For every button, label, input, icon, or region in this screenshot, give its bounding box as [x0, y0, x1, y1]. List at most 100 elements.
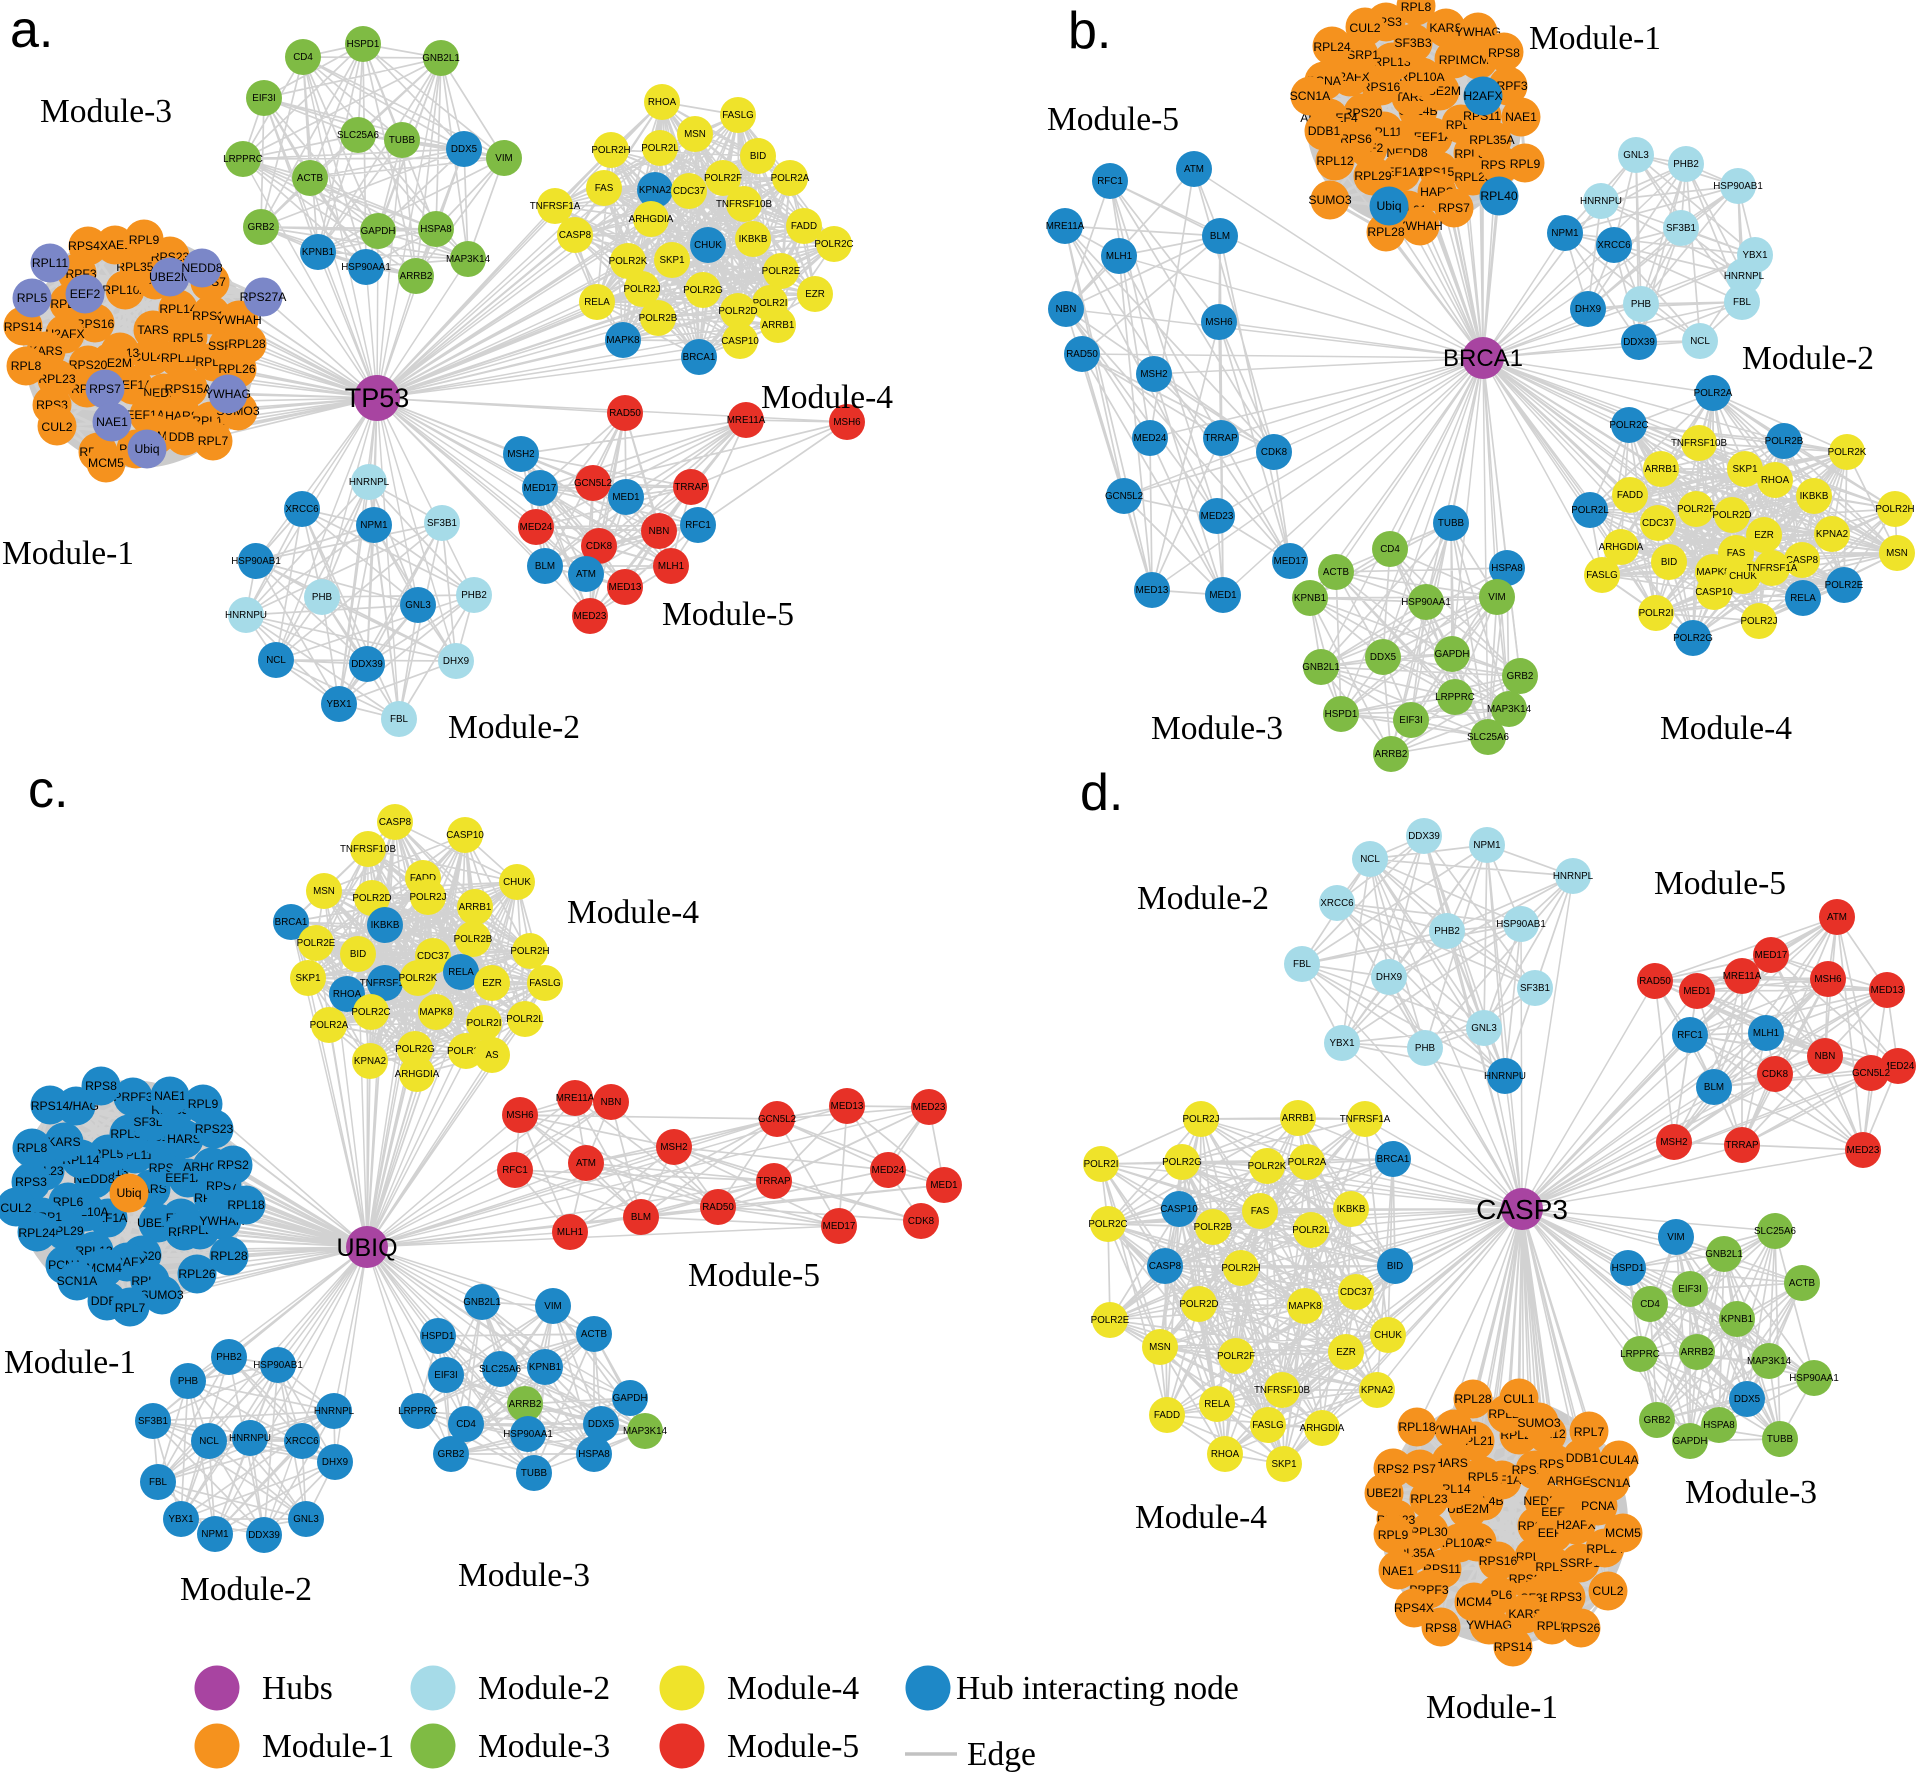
svg-text:Hubs: Hubs — [262, 1670, 333, 1707]
svg-text:HSP90AB1: HSP90AB1 — [231, 556, 281, 567]
svg-text:CHUK: CHUK — [503, 877, 531, 888]
svg-text:POLR2C: POLR2C — [814, 239, 853, 250]
svg-text:CDC37: CDC37 — [673, 186, 705, 197]
svg-text:KARS: KARS — [1429, 21, 1462, 35]
svg-text:POLR2I: POLR2I — [1639, 608, 1674, 619]
svg-text:POLR2F: POLR2F — [704, 173, 742, 184]
svg-text:MCM4: MCM4 — [86, 1261, 122, 1275]
svg-text:POLR2H: POLR2H — [510, 946, 549, 957]
svg-text:DDB1: DDB1 — [1566, 1451, 1599, 1465]
svg-text:GNL3: GNL3 — [1471, 1023, 1497, 1034]
svg-text:Hub interacting node: Hub interacting node — [956, 1670, 1239, 1707]
svg-text:MSH2: MSH2 — [1660, 1137, 1687, 1148]
svg-text:POLR2D: POLR2D — [352, 893, 391, 904]
svg-text:RPS27A: RPS27A — [240, 290, 288, 304]
svg-text:TNFRSF10B: TNFRSF10B — [1671, 438, 1728, 449]
svg-text:MSH6: MSH6 — [506, 1110, 534, 1121]
svg-text:b.: b. — [1068, 2, 1111, 60]
svg-text:DDB1: DDB1 — [1308, 124, 1341, 138]
svg-text:ARRB2: ARRB2 — [509, 1399, 542, 1410]
svg-text:SLC25A6: SLC25A6 — [479, 1364, 521, 1375]
svg-text:POLR2H: POLR2H — [1221, 1263, 1260, 1274]
svg-text:VIM: VIM — [544, 1301, 561, 1312]
svg-text:CD4: CD4 — [1380, 544, 1400, 555]
svg-text:RPL8: RPL8 — [1401, 0, 1432, 14]
svg-text:CDC37: CDC37 — [417, 951, 449, 962]
svg-text:MLH1: MLH1 — [658, 561, 684, 572]
svg-text:HNRNPU: HNRNPU — [229, 1433, 271, 1444]
svg-text:EZR: EZR — [482, 978, 502, 989]
svg-text:CASP8: CASP8 — [559, 230, 592, 241]
svg-text:PHB: PHB — [312, 592, 333, 603]
svg-text:MED17: MED17 — [1274, 556, 1307, 567]
svg-text:POLR2I: POLR2I — [1084, 1159, 1119, 1170]
svg-text:GNL3: GNL3 — [293, 1514, 319, 1525]
svg-text:SCN1A: SCN1A — [57, 1274, 99, 1288]
svg-text:GRB2: GRB2 — [438, 1449, 465, 1460]
svg-text:ARRB1: ARRB1 — [459, 902, 492, 913]
svg-text:CASP10: CASP10 — [721, 336, 759, 347]
svg-text:NAE1: NAE1 — [1505, 110, 1537, 124]
svg-text:TNFRSF1A: TNFRSF1A — [360, 978, 411, 989]
svg-text:HSP90AB1: HSP90AB1 — [1496, 919, 1546, 930]
svg-text:GRB2: GRB2 — [1507, 671, 1534, 682]
svg-text:RPS16: RPS16 — [76, 317, 115, 331]
svg-text:NBN: NBN — [601, 1097, 622, 1108]
svg-text:POLR2C: POLR2C — [1088, 1219, 1127, 1230]
svg-text:IKBKB: IKBKB — [1337, 1204, 1366, 1215]
svg-text:Module-4: Module-4 — [1660, 710, 1792, 747]
svg-text:POLR2H: POLR2H — [591, 145, 630, 156]
svg-text:PCNA: PCNA — [1581, 1499, 1616, 1513]
svg-text:CHUK: CHUK — [1729, 571, 1757, 582]
svg-text:BID: BID — [350, 949, 366, 960]
svg-text:MAPK8: MAPK8 — [419, 1007, 453, 1018]
svg-text:SKP1: SKP1 — [1732, 464, 1757, 475]
svg-text:IKBKB: IKBKB — [371, 920, 400, 931]
svg-text:FADD: FADD — [791, 221, 817, 232]
svg-text:Module-2: Module-2 — [1742, 340, 1874, 377]
svg-text:Ubiq: Ubiq — [116, 1186, 141, 1200]
svg-text:SF3B1: SF3B1 — [427, 518, 457, 529]
svg-text:RPL8: RPL8 — [11, 359, 42, 373]
svg-text:GNB2L1: GNB2L1 — [1705, 1249, 1743, 1260]
svg-text:Module-1: Module-1 — [4, 1344, 136, 1381]
svg-text:KPNB1: KPNB1 — [302, 247, 334, 258]
svg-text:MAP3K14: MAP3K14 — [1747, 1356, 1792, 1367]
svg-text:MED1: MED1 — [1209, 590, 1236, 601]
svg-text:YBX1: YBX1 — [1742, 250, 1767, 261]
svg-text:CDC37: CDC37 — [1642, 518, 1674, 529]
svg-text:RPS8: RPS8 — [1425, 1621, 1457, 1635]
svg-text:PHB: PHB — [178, 1376, 199, 1387]
svg-text:POLR2J: POLR2J — [1182, 1114, 1219, 1125]
svg-text:POLR2G: POLR2G — [395, 1044, 435, 1055]
svg-text:Module-5: Module-5 — [688, 1257, 820, 1294]
svg-text:FBL: FBL — [390, 714, 409, 725]
svg-text:FASLG: FASLG — [529, 978, 561, 989]
svg-text:ATM: ATM — [576, 569, 596, 580]
svg-text:RELA: RELA — [448, 967, 474, 978]
svg-text:TRRAP: TRRAP — [1204, 433, 1238, 444]
svg-text:DDX39: DDX39 — [248, 1530, 280, 1541]
svg-text:EZR: EZR — [1336, 1347, 1356, 1358]
svg-text:POLR2A: POLR2A — [1288, 1157, 1327, 1168]
svg-text:Module-1: Module-1 — [1529, 20, 1661, 57]
svg-text:SLC25A6: SLC25A6 — [1467, 732, 1509, 743]
svg-text:POLR2C: POLR2C — [1609, 420, 1648, 431]
svg-text:RPL5: RPL5 — [1468, 1470, 1499, 1484]
svg-text:GNB2L1: GNB2L1 — [463, 1297, 501, 1308]
svg-text:MCM5: MCM5 — [1605, 1526, 1641, 1540]
svg-text:XRCC6: XRCC6 — [1597, 240, 1631, 251]
svg-text:SUMO3: SUMO3 — [1517, 1416, 1561, 1430]
svg-text:RPS15A: RPS15A — [165, 382, 213, 396]
svg-text:MED1: MED1 — [930, 1180, 957, 1191]
svg-text:MED17: MED17 — [524, 483, 557, 494]
svg-text:TNFRSF10B: TNFRSF10B — [340, 844, 397, 855]
svg-text:TRRAP: TRRAP — [674, 482, 708, 493]
svg-text:POLR2J: POLR2J — [409, 892, 446, 903]
svg-text:MED24: MED24 — [1882, 1061, 1915, 1072]
svg-text:HNRNPL: HNRNPL — [314, 1406, 355, 1417]
svg-text:LRPPRC: LRPPRC — [223, 154, 263, 165]
svg-text:KPNA2: KPNA2 — [354, 1056, 386, 1067]
svg-text:FASLG: FASLG — [1586, 570, 1618, 581]
svg-text:PHB2: PHB2 — [1434, 926, 1460, 937]
